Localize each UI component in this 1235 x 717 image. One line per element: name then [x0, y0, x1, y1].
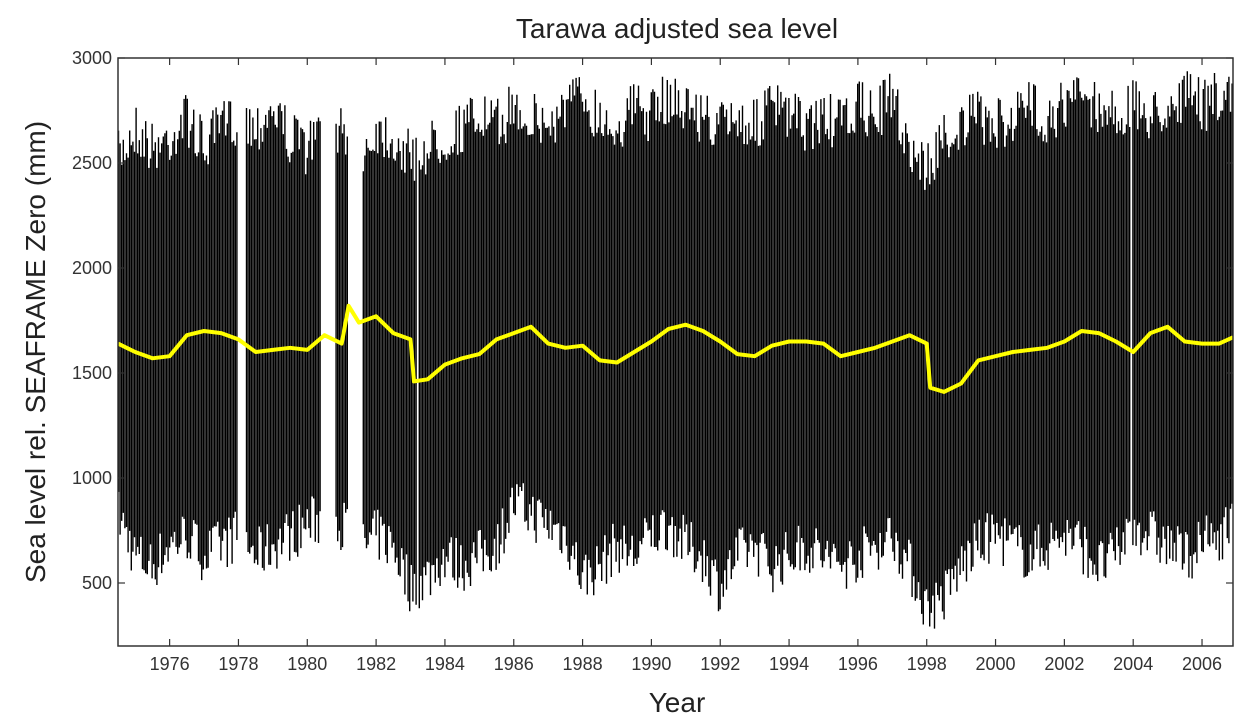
y-tick-label: 3000 [72, 48, 112, 68]
axis-ticks: 1976 1978 1980 1982 1984 1986 1988 1990 1992 1994… [72, 48, 1233, 674]
x-tick-label: 2002 [1044, 654, 1084, 674]
x-tick-label: 1998 [907, 654, 947, 674]
x-tick-label: 1980 [287, 654, 327, 674]
x-tick-label: 1978 [218, 654, 258, 674]
x-tick-label: 1976 [150, 654, 190, 674]
y-tick-label: 1000 [72, 468, 112, 488]
x-tick-label: 2004 [1113, 654, 1153, 674]
y-tick-label: 2000 [72, 258, 112, 278]
y-axis-label: Sea level rel. SEAFRAME Zero (mm) [20, 121, 51, 583]
y-tick-label: 1500 [72, 363, 112, 383]
x-tick-label: 1984 [425, 654, 465, 674]
x-tick-label: 1982 [356, 654, 396, 674]
monthly-mean-series [117, 303, 1234, 394]
plot-frame [117, 57, 1234, 647]
x-axis-label: Year [649, 687, 706, 717]
x-tick-label: 1986 [494, 654, 534, 674]
chart-title: Tarawa adjusted sea level [516, 13, 838, 44]
x-tick-label: 1990 [631, 654, 671, 674]
y-tick-label: 500 [82, 573, 112, 593]
x-tick-label: 1992 [700, 654, 740, 674]
x-tick-label: 2006 [1182, 654, 1222, 674]
y-tick-label: 2500 [72, 153, 112, 173]
x-tick-label: 1994 [769, 654, 809, 674]
x-tick-label: 2000 [976, 654, 1016, 674]
x-tick-label: 1996 [838, 654, 878, 674]
x-tick-label: 1988 [563, 654, 603, 674]
